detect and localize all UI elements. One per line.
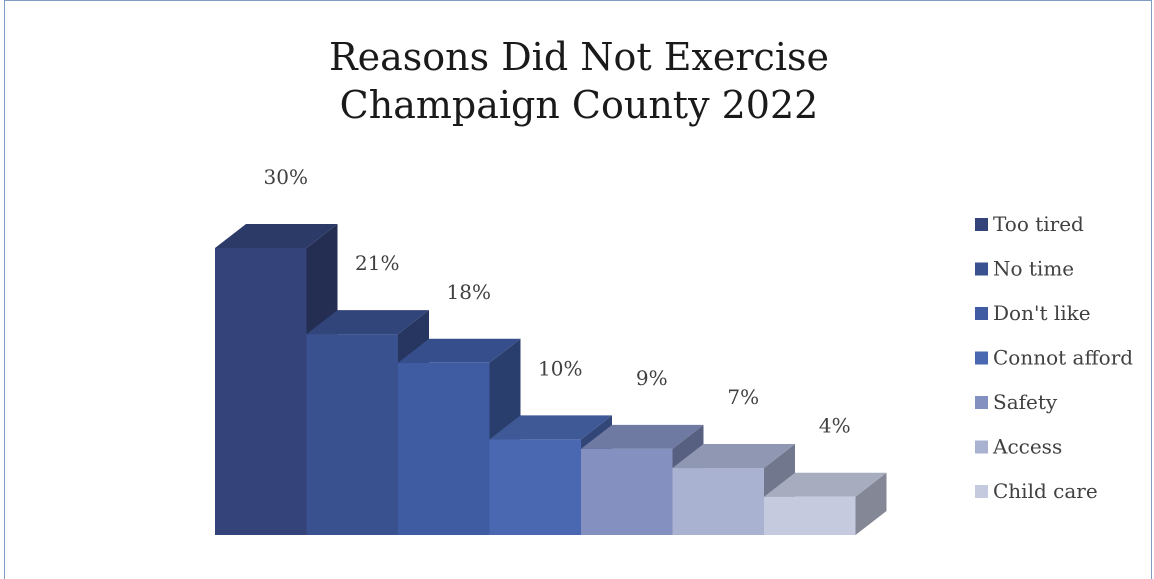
bar-top <box>764 472 887 497</box>
legend-entry-access: Access <box>975 435 1062 459</box>
chart-subtitle: Champaign County 2022 <box>339 83 819 127</box>
data-label: 7% <box>727 385 759 409</box>
legend: Too tired No time Don't like Connot afford S… <box>975 212 1133 503</box>
bar-side <box>855 472 887 535</box>
bar-top <box>215 224 338 248</box>
data-label: 30% <box>264 165 308 189</box>
chart-title-line-1: Reasons Did Not Exercise <box>329 35 829 79</box>
legend-entry-don-t-like: Don't like <box>975 301 1091 325</box>
chart-frame: Reasons Did Not Exercise Champaign Count… <box>4 0 1152 579</box>
data-label: 21% <box>355 251 399 275</box>
legend-entry-too-tired: Too tired <box>975 212 1084 236</box>
bar-front <box>581 448 673 535</box>
bar-front <box>215 248 307 535</box>
legend-label: Access <box>992 435 1062 459</box>
legend-swatch <box>975 262 988 276</box>
legend-swatch <box>975 307 988 320</box>
bar-front <box>764 496 856 535</box>
bar-top <box>398 338 521 363</box>
legend-label: Safety <box>993 390 1058 414</box>
legend-label: Don't like <box>993 301 1091 325</box>
data-labels-group: 30% 21% 18% 10% 9% 7% 4% <box>264 165 851 438</box>
data-label: 9% <box>636 366 668 390</box>
bar-top <box>306 310 429 335</box>
legend-swatch <box>975 485 988 498</box>
bars-group <box>215 224 887 535</box>
legend-entry-no-time: No time <box>975 257 1074 281</box>
legend-label: Too tired <box>993 212 1084 236</box>
bar-front <box>306 334 398 535</box>
legend-swatch <box>975 396 988 409</box>
bar-front <box>672 468 764 535</box>
legend-entry-child-care: Child care <box>975 479 1098 503</box>
bar-top <box>672 444 795 469</box>
legend-entry-safety: Safety <box>975 390 1058 414</box>
bar-top <box>489 415 612 440</box>
chart-title: Reasons Did Not Exercise Champaign Count… <box>5 33 1153 129</box>
legend-label: No time <box>993 257 1074 281</box>
bar-child-care <box>764 472 887 535</box>
data-label: 4% <box>819 414 851 438</box>
bar-top <box>581 424 704 449</box>
legend-swatch <box>975 218 988 231</box>
legend-entry-connot-afford: Connot afford <box>975 346 1133 370</box>
data-label: 18% <box>447 280 491 304</box>
legend-swatch <box>975 351 988 365</box>
bar-front <box>398 362 490 535</box>
legend-swatch <box>975 440 988 454</box>
legend-label: Child care <box>993 479 1098 503</box>
data-label: 10% <box>538 356 582 380</box>
bar-front <box>489 439 581 535</box>
legend-label: Connot afford <box>993 346 1133 370</box>
